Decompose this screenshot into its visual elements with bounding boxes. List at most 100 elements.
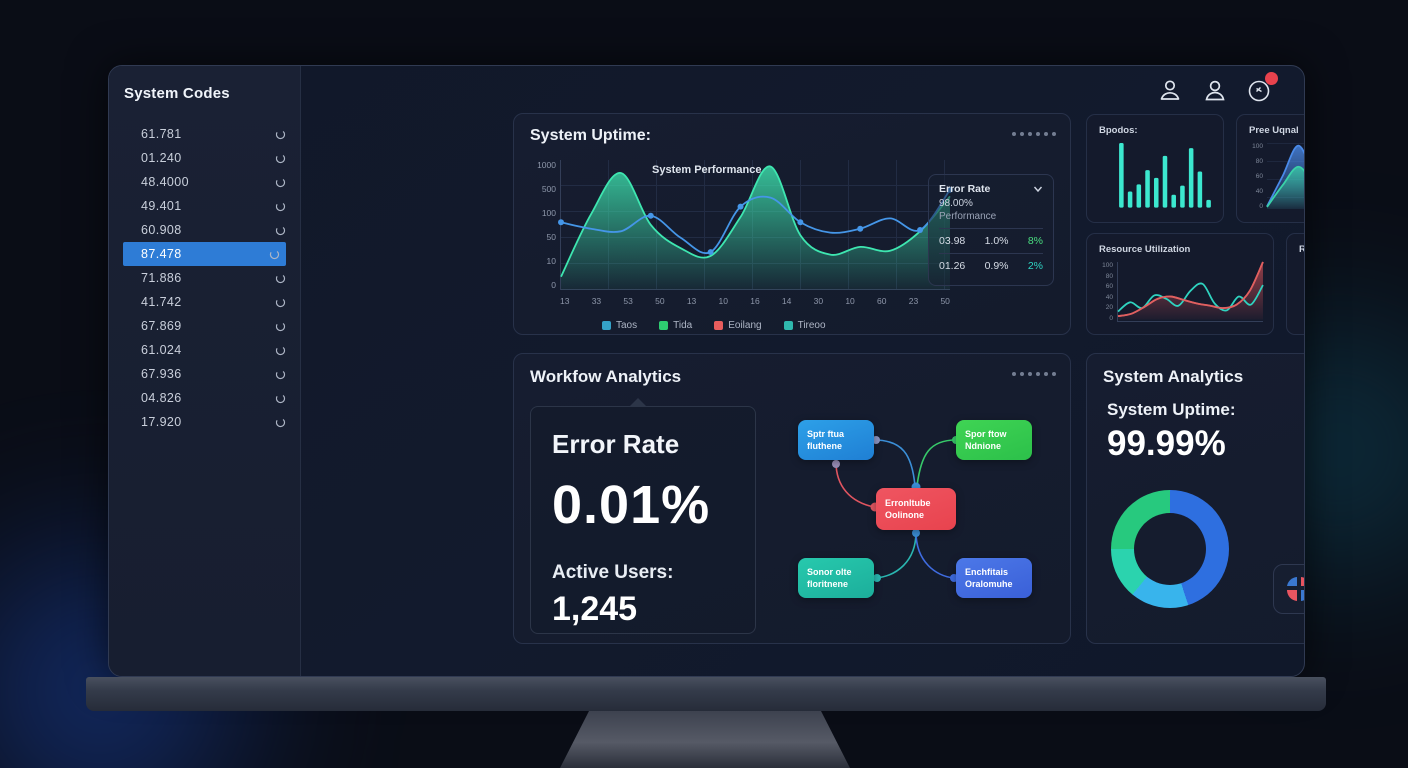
flow-node[interactable]: Sonor olte floritnene (798, 558, 874, 598)
chart-legend: Taos Tida Eoilang Tireoo (602, 320, 826, 331)
x-axis-ticks: 13 33 53 50 13 10 16 14 30 10 60 23 50 (560, 296, 950, 306)
code-label: 49.401 (141, 199, 182, 213)
active-users-label: Active Users: (552, 562, 674, 583)
metric-row[interactable]: 03.98 1.0% 8% (939, 228, 1043, 247)
refresh-icon[interactable] (275, 297, 286, 308)
workflow-analytics-card: Workfow Analytics Error Rate 0.01% Activ… (513, 353, 1071, 644)
legend-item[interactable]: Tida (659, 320, 692, 331)
error-rate-panel: Error Rate 98.00% Performance 03.98 1.0%… (928, 174, 1054, 286)
mini-card-area: Pree Uqnal 100 80 60 40 0 (1236, 114, 1304, 223)
error-rate-label: Error Rate (939, 183, 991, 195)
mini-card-title: Pree Uqnal (1249, 125, 1299, 136)
flow-node[interactable]: Erronltube Oolinone (876, 488, 956, 530)
system-code-item[interactable]: 48.4000 (109, 170, 300, 194)
active-users-value: 1,245 (552, 590, 638, 628)
refresh-icon[interactable] (275, 177, 286, 188)
donut-chart-left (1111, 490, 1229, 608)
flow-node[interactable]: Sptr ftua fluthene (798, 420, 874, 460)
uptime-value: 99.99% (1107, 424, 1226, 463)
system-code-item[interactable]: 01.240 (109, 146, 300, 170)
notification-badge (1265, 72, 1278, 85)
refresh-icon[interactable] (275, 345, 286, 356)
legend-item[interactable]: Tireoo (783, 320, 826, 331)
system-code-item[interactable]: 17.920 (109, 410, 300, 434)
system-code-item[interactable]: 41.742 (109, 290, 300, 314)
metric-code: 01.26 (939, 260, 966, 272)
legend-item[interactable]: Eoilang (714, 320, 762, 331)
code-label: 67.936 (141, 367, 182, 381)
error-distribution-dropdown[interactable]: Error Distribution (1273, 564, 1304, 614)
card-title: Workfow Analytics (530, 367, 682, 386)
user-icon[interactable] (1156, 76, 1184, 104)
menu-dots[interactable] (1012, 132, 1056, 136)
refresh-icon[interactable] (275, 273, 286, 284)
metric-row[interactable]: 01.26 0.9% 2% (939, 253, 1043, 272)
monitor-stand (560, 711, 850, 768)
system-code-item[interactable]: 61.781 (109, 122, 300, 146)
code-label: 17.920 (141, 415, 182, 429)
mini-card-title: Resource Utilization (1099, 244, 1191, 255)
flow-node[interactable]: Spor ftow Ndnione (956, 420, 1032, 460)
mini-card-resource: Resource Utilization 100 80 60 40 20 0 (1086, 233, 1274, 335)
refresh-icon[interactable] (275, 225, 286, 236)
card-title: System Uptime: (530, 127, 651, 144)
code-label: 67.869 (141, 319, 182, 333)
system-uptime-card: System Uptime: System Performance 1000 50… (513, 113, 1071, 335)
mini-card-bars: Bpodos: (1086, 114, 1224, 223)
refresh-icon[interactable] (275, 321, 286, 332)
main-content: System Uptime: System Performance 1000 50… (301, 66, 1304, 676)
error-rate-label: Error Rate (552, 429, 680, 459)
metric-delta: 2% (1027, 260, 1043, 272)
refresh-icon[interactable] (275, 201, 286, 212)
header-icons (1156, 72, 1278, 104)
refresh-icon[interactable] (275, 393, 286, 404)
mini-card-intake: Roave Idoba 86420 (1286, 233, 1304, 335)
y-axis-ticks: 100 80 60 40 20 0 (1102, 262, 1113, 322)
system-code-item[interactable]: 71.886 (109, 266, 300, 290)
user-icon-2[interactable] (1201, 76, 1229, 104)
metric-code: 03.98 (939, 235, 966, 247)
mini-card-title: Roave Idoba (1287, 234, 1304, 255)
code-label: 48.4000 (141, 175, 189, 189)
system-code-item[interactable]: 49.401 (109, 194, 300, 218)
code-label: 61.024 (141, 343, 182, 357)
code-label: 71.886 (141, 271, 182, 285)
error-rate-sublabel: Performance (939, 211, 997, 222)
card-title: System Analytics (1103, 367, 1244, 386)
error-rate-value: 0.01% (552, 475, 711, 535)
metric-pct: 1.0% (984, 235, 1009, 247)
chevron-down-icon[interactable] (1033, 184, 1043, 194)
refresh-icon[interactable] (275, 153, 286, 164)
chart-title: System Performance (652, 164, 762, 176)
system-code-item[interactable]: 87.478 (123, 242, 286, 266)
system-code-item[interactable]: 61.024 (109, 338, 300, 362)
system-code-item[interactable]: 67.869 (109, 314, 300, 338)
y-axis-ticks: 100 80 60 40 0 (1252, 143, 1263, 210)
sidebar-title: System Codes (124, 85, 230, 102)
menu-dots[interactable] (1012, 372, 1056, 376)
flow-node[interactable]: Enchfitais Oralomuhe (956, 558, 1032, 598)
y-axis-ticks: 86420 (1295, 262, 1304, 322)
refresh-icon[interactable] (269, 249, 280, 260)
refresh-icon[interactable] (275, 129, 286, 140)
system-code-list: 61.781 01.240 48.4000 49.401 60.908 87.4… (109, 122, 300, 434)
monitor-chin (86, 677, 1326, 711)
code-label: 41.742 (141, 295, 182, 309)
code-label: 60.908 (141, 223, 182, 237)
code-label: 04.826 (141, 391, 182, 405)
refresh-icon[interactable] (275, 417, 286, 428)
workflow-stats-panel: Error Rate 0.01% Active Users: 1,245 (530, 398, 756, 634)
system-code-item[interactable]: 04.826 (109, 386, 300, 410)
code-label: 87.478 (141, 247, 182, 261)
sidebar: System Codes 61.781 01.240 48.4000 49.40… (109, 66, 301, 676)
refresh-icon[interactable] (275, 369, 286, 380)
system-code-item[interactable]: 67.936 (109, 362, 300, 386)
notifications-icon[interactable] (1246, 72, 1278, 104)
error-rate-value: 98.00% (939, 198, 973, 209)
uptime-label: System Uptime: (1107, 400, 1236, 419)
system-code-item[interactable]: 60.908 (109, 218, 300, 242)
performance-chart: System Performance 1000 500 100 50 10 0 13 33 5… (532, 156, 953, 331)
system-analytics-card: System Analytics System Uptime: 99.99% E… (1086, 353, 1304, 644)
mini-card-title: Bpodos: (1099, 125, 1138, 136)
legend-item[interactable]: Taos (602, 320, 637, 331)
